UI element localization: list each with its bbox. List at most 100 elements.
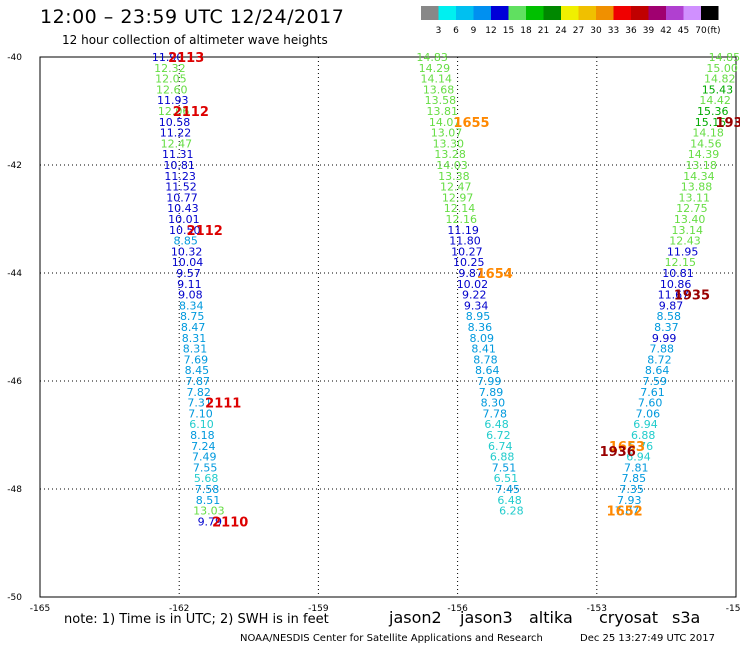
wave-height-label: 9.34 xyxy=(464,299,489,312)
wave-height-label: 11.67 xyxy=(658,289,690,302)
colorbar-swatch xyxy=(421,6,439,20)
colorbar-swatch xyxy=(613,6,631,20)
wave-height-label: 14.34 xyxy=(683,170,715,183)
wave-height-label: 7.60 xyxy=(638,397,663,410)
wave-height-label: 9.87 xyxy=(458,267,483,280)
wave-height-label: 12.47 xyxy=(440,181,472,194)
x-tick-label: -165 xyxy=(30,604,50,614)
pass-time-label: 2111 xyxy=(205,397,241,412)
colorbar-label: 45 xyxy=(678,26,689,36)
wave-height-label: 10.25 xyxy=(453,256,485,269)
wave-height-label: 7.81 xyxy=(624,461,649,474)
wave-height-label: 8.41 xyxy=(471,343,496,356)
wave-height-label: 7.69 xyxy=(184,353,209,366)
colorbar-label: 21 xyxy=(538,26,549,36)
wave-height-label: 8.18 xyxy=(190,429,215,442)
wave-height-label: 7.58 xyxy=(195,483,220,496)
wave-height-label: 9.99 xyxy=(652,332,677,345)
wave-height-label: 14.07 xyxy=(429,116,461,129)
wave-height-label: 9.79 xyxy=(198,515,223,528)
wave-height-label: 8.45 xyxy=(185,364,210,377)
colorbar-swatch xyxy=(578,6,596,20)
wave-height-label: 5.68 xyxy=(194,472,219,485)
colorbar-swatch xyxy=(561,6,579,20)
colorbar-legend: 3 6 9 12 15 18 21 24 27 30 33 36 39 42 45 70 (ft) xyxy=(421,6,721,36)
x-tick-label: -156 xyxy=(447,604,468,614)
wave-height-label: 9.87 xyxy=(659,299,684,312)
wave-height-label: 12.14 xyxy=(444,202,476,215)
wave-height-label: 8.47 xyxy=(181,321,206,334)
legend-altika: altika xyxy=(529,608,573,627)
wave-height-label: 7.35 xyxy=(619,483,644,496)
wave-height-label: 12.05 xyxy=(155,73,187,86)
colorbar-label: 39 xyxy=(643,26,655,36)
wave-height-label: 15.15 xyxy=(695,116,727,129)
wave-height-label: 8.85 xyxy=(173,235,198,248)
pass-time-label: 1936 xyxy=(600,445,636,460)
legend-jason3: jason3 xyxy=(460,608,513,627)
wave-height-label: 6.94 xyxy=(633,418,658,431)
y-tick-label: -44 xyxy=(7,269,22,279)
wave-height-label: 14.18 xyxy=(692,127,724,140)
wave-height-label: 14.03 xyxy=(436,159,468,172)
pass-time-label: 2110 xyxy=(212,515,248,530)
colorbar-label: 12 xyxy=(485,26,496,36)
wave-height-label: 8.37 xyxy=(654,321,679,334)
wave-height-label: 8.36 xyxy=(468,321,493,334)
wave-height-label: 12.47 xyxy=(161,137,193,150)
colorbar-label: 30 xyxy=(590,26,602,36)
wave-height-label: 9.57 xyxy=(176,267,201,280)
wave-height-label: 8.75 xyxy=(180,310,205,323)
wave-height-label: 6.88 xyxy=(490,451,515,464)
credit-text: NOAA/NESDIS Center for Satellite Applica… xyxy=(240,633,543,644)
colorbar-swatch xyxy=(701,6,719,20)
wave-height-label: 15.36 xyxy=(697,105,729,118)
wave-height-label: 9.22 xyxy=(462,289,487,302)
wave-height-label: 7.85 xyxy=(622,472,647,485)
wave-height-label: 12.15 xyxy=(665,256,697,269)
wave-height-label: 15.00 xyxy=(706,62,738,75)
wave-height-label: 7.61 xyxy=(640,386,665,399)
y-tick-label: -40 xyxy=(7,53,22,63)
wave-height-label: 8.58 xyxy=(656,310,681,323)
chart-title: 12:00 – 23:59 UTC 12/24/2017 xyxy=(40,6,345,28)
colorbar-label: 24 xyxy=(555,26,567,36)
wave-height-label: 12.16 xyxy=(446,213,478,226)
wave-height-label: 6.48 xyxy=(497,494,522,507)
wave-height-label: 9.11 xyxy=(177,278,202,291)
wave-height-label: 6.28 xyxy=(499,505,524,518)
y-tick-label: -46 xyxy=(7,377,22,387)
wave-height-label: 11.31 xyxy=(162,148,194,161)
wave-height-label: 8.30 xyxy=(481,397,506,410)
wave-height-label: 13.81 xyxy=(427,105,459,118)
colorbar-label: 9 xyxy=(471,26,477,36)
wave-height-label: 7.82 xyxy=(186,386,211,399)
timestamp: Dec 25 13:27:49 UTC 2017 xyxy=(580,633,715,644)
wave-height-label: 13.11 xyxy=(678,191,710,204)
wave-height-label: 11.23 xyxy=(164,170,196,183)
wave-height-label: 7.51 xyxy=(492,461,517,474)
pass-time-label: 1652 xyxy=(607,505,643,520)
chart-subtitle: 12 hour collection of altimeter wave hei… xyxy=(62,33,328,47)
y-tick-label: -42 xyxy=(7,161,22,171)
colorbar-label: 15 xyxy=(503,26,514,36)
wave-height-label: 10.43 xyxy=(167,202,199,215)
pass-time-label: 1935 xyxy=(674,289,710,304)
wave-height-label: 13.68 xyxy=(423,83,455,96)
wave-height-label: 13.88 xyxy=(681,181,713,194)
pass-time-label: 2113 xyxy=(168,51,204,66)
colorbar-unit: (ft) xyxy=(707,26,721,36)
wave-height-label: 7.93 xyxy=(617,494,642,507)
wave-height-label: 12.06 xyxy=(158,105,190,118)
wave-height-label: 7.87 xyxy=(186,375,211,388)
x-tick-label: -159 xyxy=(308,604,329,614)
wave-height-label: 12.97 xyxy=(442,191,474,204)
wave-height-label: 7.24 xyxy=(191,440,216,453)
wave-height-label: 6.94 xyxy=(626,451,651,464)
wave-height-label: 14.29 xyxy=(419,62,451,75)
colorbar-swatch xyxy=(648,6,666,20)
wave-height-label: 8.95 xyxy=(466,310,491,323)
wave-height-label: 14.83 xyxy=(416,51,448,64)
legend-s3a: s3a xyxy=(672,608,701,627)
